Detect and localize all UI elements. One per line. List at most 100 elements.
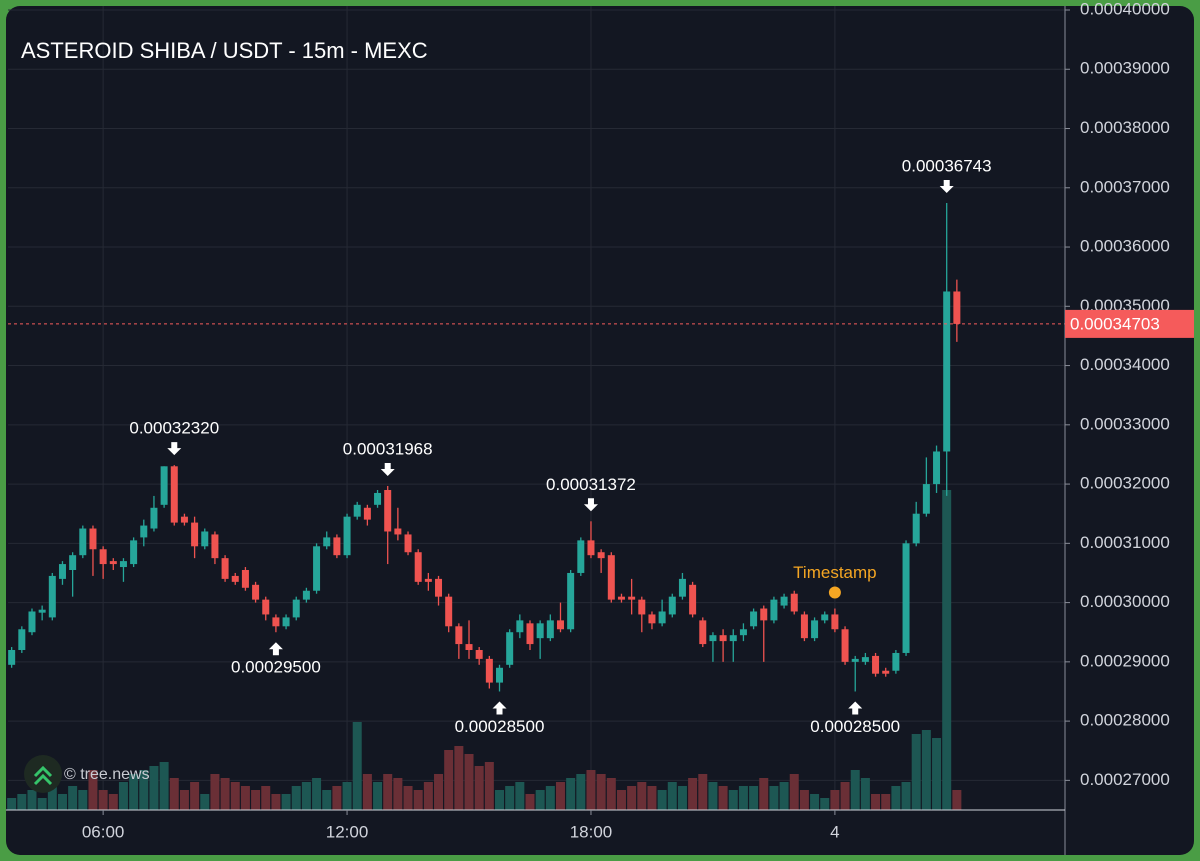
volume-bar xyxy=(759,778,769,810)
volume-bar xyxy=(251,790,261,810)
y-tick-label: 0.00027000 xyxy=(1080,770,1170,789)
volume-bar xyxy=(921,730,931,810)
volume-bar xyxy=(545,786,555,810)
candle-body xyxy=(69,555,77,570)
candle-body xyxy=(262,599,270,615)
arrow xyxy=(583,498,598,512)
volume-bar xyxy=(789,774,799,810)
candle-body xyxy=(729,635,737,642)
volume-bar xyxy=(291,786,301,810)
chart-title: ASTEROID SHIBA / USDT - 15m - MEXC xyxy=(21,38,428,63)
volume-bar xyxy=(932,738,942,810)
volume-bar xyxy=(434,774,444,810)
volume-bar xyxy=(799,790,809,810)
volume-bar xyxy=(769,786,779,810)
candles xyxy=(8,203,961,692)
candle-body xyxy=(902,543,910,653)
x-tick-label: 06:00 xyxy=(82,822,125,841)
volume-bar xyxy=(444,750,454,810)
annotation-label: 0.00036743 xyxy=(902,156,992,175)
volume-bar xyxy=(403,786,413,810)
candle-body xyxy=(140,525,148,538)
volume-bar xyxy=(484,762,494,810)
candle-body xyxy=(404,534,412,553)
volume-bar xyxy=(108,794,118,810)
candle-body xyxy=(841,629,849,662)
volume-bar xyxy=(555,782,565,810)
volume-bar xyxy=(149,766,159,810)
candle-body xyxy=(191,522,199,547)
candle-body xyxy=(99,549,107,565)
candle-body xyxy=(241,570,249,588)
volume-bar xyxy=(332,786,342,810)
candle-body xyxy=(302,590,310,600)
candle-body xyxy=(536,623,544,639)
volume-bar xyxy=(525,794,535,810)
last-price-label: 0.00034703 xyxy=(1070,314,1160,333)
candle-body xyxy=(811,620,819,639)
candle-body xyxy=(770,599,778,621)
candle-body xyxy=(48,575,56,618)
volume-bar xyxy=(627,786,637,810)
y-tick-label: 0.00031000 xyxy=(1080,533,1170,552)
candle-body xyxy=(821,614,829,621)
volume-bar xyxy=(169,778,179,810)
candle-body xyxy=(252,584,260,600)
volume-bar xyxy=(657,790,667,810)
volume-bar xyxy=(230,782,240,810)
candle-body xyxy=(953,291,961,324)
volume-bar xyxy=(373,782,383,810)
volume-bar xyxy=(17,794,27,810)
volume-bar xyxy=(840,782,850,810)
volume-bar xyxy=(820,798,830,810)
candle-body xyxy=(353,504,361,517)
volume-bar xyxy=(850,770,860,810)
candle-body xyxy=(8,650,16,665)
y-tick-label: 0.00028000 xyxy=(1080,711,1170,730)
candle-body xyxy=(699,620,707,645)
volume-bar xyxy=(871,794,881,810)
candle-body xyxy=(719,635,727,642)
volume-bar xyxy=(942,490,952,810)
y-tick-label: 0.00037000 xyxy=(1080,177,1170,196)
candle-body xyxy=(607,555,615,600)
arrow xyxy=(380,462,395,476)
volume-bar xyxy=(779,782,789,810)
candle-body xyxy=(739,629,747,636)
volume-bar xyxy=(423,782,433,810)
candle-body xyxy=(292,599,300,618)
volume-bar xyxy=(728,790,738,810)
arrow xyxy=(268,642,283,656)
volume-bar xyxy=(383,774,393,810)
x-tick-label: 12:00 xyxy=(326,822,369,841)
candle-body xyxy=(628,596,636,600)
candle-body xyxy=(282,617,290,627)
candle-body xyxy=(475,650,483,659)
candle-body xyxy=(38,609,46,613)
candle-body xyxy=(760,608,768,621)
volume-bar xyxy=(179,790,189,810)
candle-body xyxy=(912,513,920,544)
candle-body xyxy=(851,658,859,662)
candle-body xyxy=(333,537,341,556)
candle-body xyxy=(384,490,392,532)
volume-bar xyxy=(616,790,626,810)
volume-bar xyxy=(352,722,362,810)
panel xyxy=(6,6,1194,855)
volume-bar xyxy=(647,786,657,810)
volume-bar xyxy=(677,786,687,810)
candle-body xyxy=(394,528,402,535)
volume-bar xyxy=(535,790,545,810)
arrow xyxy=(167,442,182,456)
annotation-label: 0.00028500 xyxy=(455,717,545,736)
candle-body xyxy=(556,620,564,630)
candle-body xyxy=(201,531,209,547)
candle-body xyxy=(587,540,595,556)
candle-body xyxy=(58,564,66,579)
volume-bar xyxy=(881,794,891,810)
overlay: 0.00032320 0.00029500 0.00031968 0.00028500… xyxy=(8,156,1065,736)
volume-bar xyxy=(190,782,200,810)
candle-body xyxy=(750,611,758,627)
